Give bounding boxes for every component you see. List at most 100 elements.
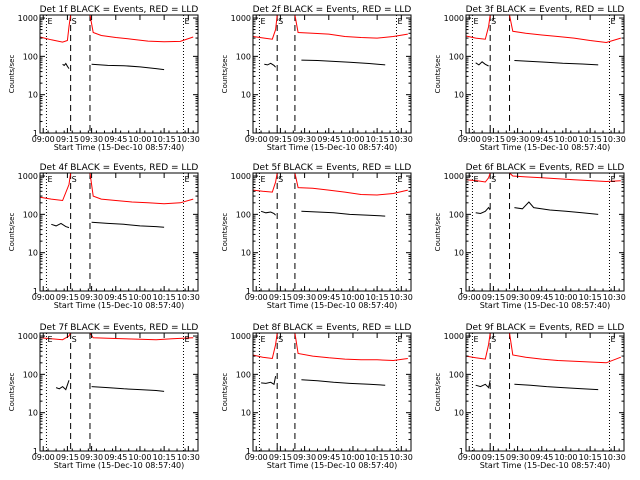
lld-series-line <box>252 332 278 360</box>
xtick-label: 10:30 <box>603 135 626 144</box>
xtick-label: 10:00 <box>128 453 151 462</box>
xtick-label: 09:30 <box>506 135 529 144</box>
xtick-label: 09:45 <box>317 293 340 302</box>
x-axis-label: Start Time (15-Dec-10 08:57:40) <box>267 461 398 470</box>
plot-frame <box>39 14 199 134</box>
event-marker-label: E <box>397 335 402 344</box>
panel-title: Det 2f BLACK = Events, RED = LLD <box>253 5 412 15</box>
plot-frame <box>252 172 412 292</box>
xtick-label: 10:15 <box>153 453 176 462</box>
event-marker-label: E <box>397 175 402 184</box>
y-axis-label: Counts/sec <box>8 373 16 412</box>
events-series-line <box>260 210 276 216</box>
xtick-label: 10:30 <box>177 135 200 144</box>
ytick-label: 1 <box>246 447 251 456</box>
lld-series-line <box>39 332 72 341</box>
event-marker-label: E <box>47 175 52 184</box>
event-marker-label: E <box>473 335 478 344</box>
y-axis-label: Counts/sec <box>221 213 229 252</box>
ytick-label: 1 <box>459 447 464 456</box>
x-axis-label: Start Time (15-Dec-10 08:57:40) <box>54 461 185 470</box>
y-axis-label: Counts/sec <box>434 373 442 412</box>
events-series-line <box>51 222 70 229</box>
ytick-label: 1000 <box>18 172 38 181</box>
xtick-label: 09:30 <box>506 453 529 462</box>
plot-frame <box>465 172 625 292</box>
xtick-label: 10:15 <box>366 135 389 144</box>
xtick-label: 09:30 <box>80 135 103 144</box>
lld-series-line <box>294 332 408 362</box>
event-marker-label: E <box>184 335 189 344</box>
ytick-label: 100 <box>236 370 251 379</box>
events-series-line <box>91 221 165 228</box>
lld-series-line <box>509 332 621 364</box>
x-axis-label: Start Time (15-Dec-10 08:57:40) <box>54 143 185 152</box>
xtick-label: 09:30 <box>293 293 316 302</box>
event-marker-label: E <box>610 17 615 26</box>
xtick-label: 09:15 <box>56 293 79 302</box>
xtick-label: 09:00 <box>458 293 481 302</box>
event-marker-label: E <box>473 17 478 26</box>
xtick-label: 09:00 <box>458 135 481 144</box>
xtick-label: 10:15 <box>366 453 389 462</box>
xtick-label: 10:15 <box>366 293 389 302</box>
event-marker-label: E <box>47 335 52 344</box>
ytick-label: 10 <box>454 409 464 418</box>
ytick-label: 100 <box>236 210 251 219</box>
ytick-label: 10 <box>28 409 38 418</box>
events-series-line <box>301 379 386 386</box>
xtick-label: 10:15 <box>579 135 602 144</box>
y-axis-label: Counts/sec <box>434 55 442 94</box>
xtick-label: 09:00 <box>32 453 55 462</box>
plot-frame <box>252 332 412 452</box>
ytick-label: 10 <box>241 91 251 100</box>
ytick-label: 10 <box>28 91 38 100</box>
events-series-line <box>301 59 386 66</box>
xtick-label: 09:15 <box>56 135 79 144</box>
xtick-label: 09:45 <box>317 135 340 144</box>
ytick-label: 10 <box>454 249 464 258</box>
ytick-label: 1 <box>33 287 38 296</box>
plot-frame <box>39 332 199 452</box>
plot-frame <box>465 332 625 452</box>
ytick-label: 1000 <box>231 332 251 341</box>
xtick-label: 10:00 <box>341 453 364 462</box>
panel-title: Det 6f BLACK = Events, RED = LLD <box>466 163 625 173</box>
events-series-line <box>91 63 165 71</box>
event-marker-label: E <box>260 175 265 184</box>
xtick-label: 10:15 <box>579 453 602 462</box>
xtick-label: 09:45 <box>104 453 127 462</box>
ytick-label: 100 <box>23 52 38 61</box>
lld-series-line <box>294 172 408 196</box>
x-axis-label: Start Time (15-Dec-10 08:57:40) <box>480 461 611 470</box>
xtick-label: 09:30 <box>293 135 316 144</box>
xtick-label: 09:45 <box>530 293 553 302</box>
xtick-label: 10:30 <box>390 293 413 302</box>
event-marker-label: S <box>491 175 496 184</box>
events-series-line <box>301 210 386 217</box>
event-marker-label: S <box>278 175 283 184</box>
xtick-label: 09:15 <box>269 293 292 302</box>
ytick-label: 1 <box>246 287 251 296</box>
xtick-label: 09:15 <box>269 135 292 144</box>
xtick-label: 09:30 <box>80 453 103 462</box>
lld-series-line <box>39 172 72 202</box>
xtick-label: 09:30 <box>293 453 316 462</box>
event-marker-label: S <box>72 17 77 26</box>
xtick-label: 10:00 <box>128 293 151 302</box>
lld-series-line <box>252 172 278 193</box>
y-axis-label: Counts/sec <box>8 55 16 94</box>
ytick-label: 1000 <box>444 14 464 23</box>
xtick-label: 10:00 <box>128 135 151 144</box>
xtick-label: 09:15 <box>482 453 505 462</box>
event-marker-label: S <box>278 17 283 26</box>
event-marker-label: E <box>47 17 52 26</box>
xtick-label: 09:30 <box>80 293 103 302</box>
